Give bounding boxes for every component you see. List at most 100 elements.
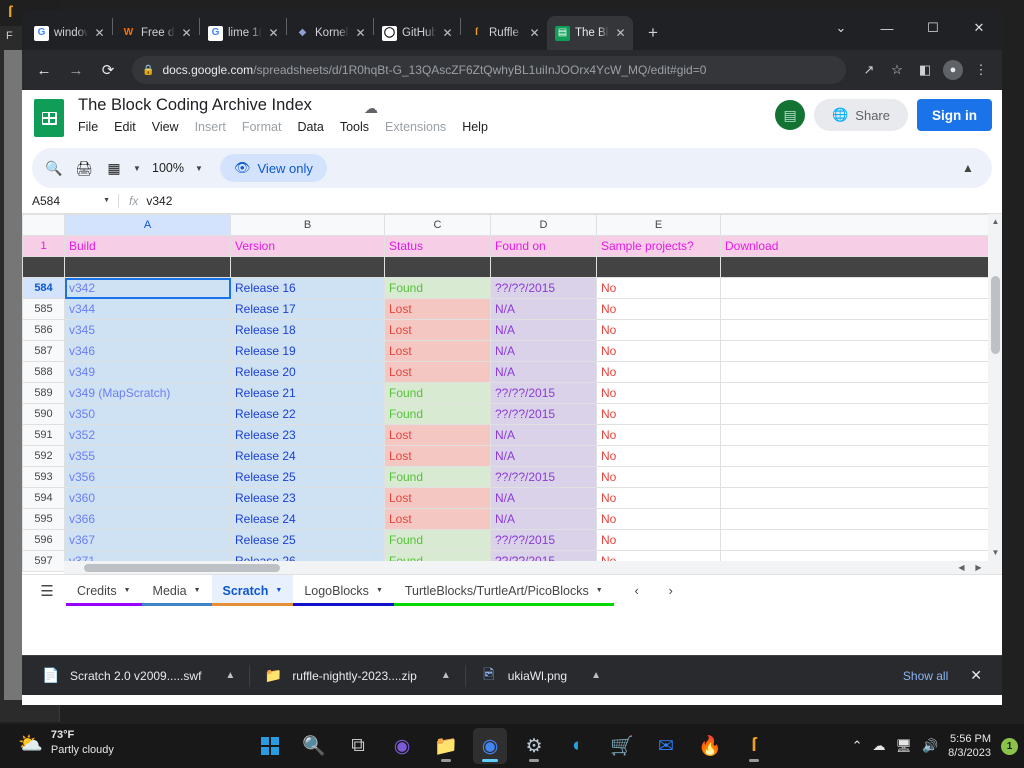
close-icon[interactable]: ✕ xyxy=(442,26,453,40)
chevron-down-icon[interactable]: ▼ xyxy=(123,587,131,594)
cell-F595[interactable] xyxy=(720,508,1002,530)
cell-D2[interactable] xyxy=(490,256,597,278)
menu-edit[interactable]: Edit xyxy=(114,120,136,134)
chevron-up-icon[interactable]: ▲ xyxy=(440,670,451,681)
chevron-down-icon[interactable]: ▼ xyxy=(375,587,383,594)
row-header[interactable]: 1 xyxy=(22,235,65,257)
cell-F588[interactable] xyxy=(720,361,1002,383)
taskbar-clock[interactable]: 5:56 PM 8/3/2023 xyxy=(948,732,991,760)
cell-B595[interactable]: Release 24 xyxy=(230,508,385,530)
row-header[interactable]: 594 xyxy=(22,487,65,509)
cell-C1[interactable]: Status xyxy=(384,235,491,257)
scroll-down-icon[interactable]: ▼ xyxy=(991,548,1000,557)
next-sheet-icon[interactable]: › xyxy=(668,583,673,598)
cell-A595[interactable]: v366 xyxy=(64,508,231,530)
close-downloads-bar-icon[interactable]: ✕ xyxy=(970,667,982,683)
cell-B596[interactable]: Release 25 xyxy=(230,529,385,551)
cell-E596[interactable]: No xyxy=(596,529,721,551)
cell-E595[interactable]: No xyxy=(596,508,721,530)
cell-D586[interactable]: N/A xyxy=(490,319,597,341)
side-panel-icon[interactable]: ◧ xyxy=(918,62,932,77)
cell-C585[interactable]: Lost xyxy=(384,298,491,320)
cell-F586[interactable] xyxy=(720,319,1002,341)
network-icon[interactable]: ☁ xyxy=(872,738,886,753)
cell-E1[interactable]: Sample projects? xyxy=(596,235,721,257)
cell-A589[interactable]: v349 (MapScratch) xyxy=(64,382,231,404)
document-title[interactable]: The Block Coding Archive Index xyxy=(78,96,312,114)
cell-A592[interactable]: v355 xyxy=(64,445,231,467)
close-icon[interactable]: ✕ xyxy=(615,26,626,40)
cell-C586[interactable]: Lost xyxy=(384,319,491,341)
close-button[interactable]: ✕ xyxy=(973,20,985,35)
cell-F1[interactable]: Download xyxy=(720,235,1002,257)
row-header[interactable]: 590 xyxy=(22,403,65,425)
cell-D594[interactable]: N/A xyxy=(490,487,597,509)
sheet-tab-turtleblocks[interactable]: TurtleBlocks/TurtleArt/PicoBlocks ▼ xyxy=(393,575,614,606)
browser-tab-3[interactable]: ◆ Kornel ✕ xyxy=(287,16,373,50)
row-header[interactable]: 593 xyxy=(22,466,65,488)
cell-A586[interactable]: v345 xyxy=(64,319,231,341)
cell-C593[interactable]: Found xyxy=(384,466,491,488)
cell-F593[interactable] xyxy=(720,466,1002,488)
cell-A587[interactable]: v346 xyxy=(64,340,231,362)
bookmark-star-icon[interactable]: ☆ xyxy=(891,62,903,77)
cell-B1[interactable]: Version xyxy=(230,235,385,257)
close-icon[interactable]: ✕ xyxy=(94,26,105,40)
chevron-down-icon[interactable]: ▼ xyxy=(133,163,141,173)
sheet-tab-credits[interactable]: Credits ▼ xyxy=(66,575,142,606)
cell-A584[interactable]: v342 xyxy=(64,277,231,299)
cell-B592[interactable]: Release 24 xyxy=(230,445,385,467)
cell-C595[interactable]: Lost xyxy=(384,508,491,530)
browser-tab-0[interactable]: G window ✕ xyxy=(26,16,112,50)
row-header[interactable]: 589 xyxy=(22,382,65,404)
row-header[interactable]: 592 xyxy=(22,445,65,467)
browser-tab-1[interactable]: W Free do ✕ xyxy=(113,16,199,50)
browser-tab-6-active[interactable]: ▤ The Blo ✕ xyxy=(547,16,633,50)
minimize-button[interactable]: — xyxy=(880,20,894,36)
horizontal-scrollbar[interactable] xyxy=(64,561,988,574)
lock-icon[interactable]: 🔒 xyxy=(142,64,155,76)
cell-C596[interactable]: Found xyxy=(384,529,491,551)
hamburger-icon[interactable]: ☰ xyxy=(40,582,54,600)
cell-E586[interactable]: No xyxy=(596,319,721,341)
cell-E2[interactable] xyxy=(596,256,721,278)
firefox-icon[interactable]: 🔥 xyxy=(698,736,722,757)
settings-icon[interactable]: ⚙ xyxy=(517,728,551,764)
taskbar-weather-widget[interactable]: ⛅ 73°F Partly cloudy xyxy=(18,728,114,758)
show-all-downloads-button[interactable]: Show all xyxy=(902,668,949,683)
cell-E593[interactable]: No xyxy=(596,466,721,488)
task-view-icon[interactable]: ⧉ xyxy=(351,735,365,756)
start-button[interactable] xyxy=(253,728,287,764)
background-window-menu-label[interactable]: F xyxy=(6,30,13,42)
cell-E590[interactable]: No xyxy=(596,403,721,425)
horizontal-scroll-thumb[interactable] xyxy=(84,564,280,572)
menu-data[interactable]: Data xyxy=(297,120,324,134)
ruffle-icon[interactable]: ſ xyxy=(737,728,771,764)
column-header-f[interactable] xyxy=(720,214,1002,236)
spreadsheet-grid[interactable]: A B C D E 1 Build Version Status Found on Sam… xyxy=(22,214,1002,574)
cell-C584[interactable]: Found xyxy=(384,277,491,299)
file-explorer-icon[interactable]: 📁 xyxy=(429,728,463,764)
microsoft-store-icon[interactable]: 🛒 xyxy=(610,736,634,757)
name-box[interactable]: A584 ▼ xyxy=(22,194,118,208)
close-icon[interactable]: ✕ xyxy=(529,26,540,40)
scroll-left-icon[interactable]: ◀ xyxy=(958,563,965,572)
row-header[interactable]: 597 xyxy=(22,550,65,572)
cell-A588[interactable]: v349 xyxy=(64,361,231,383)
cell-A2[interactable] xyxy=(64,256,231,278)
cell-D590[interactable]: ??/??/2015 xyxy=(490,403,597,425)
cell-D592[interactable]: N/A xyxy=(490,445,597,467)
cell-B587[interactable]: Release 19 xyxy=(230,340,385,362)
cell-E584[interactable]: No xyxy=(596,277,721,299)
cell-A591[interactable]: v352 xyxy=(64,424,231,446)
cell-A590[interactable]: v350 xyxy=(64,403,231,425)
edge-icon[interactable]: ◐ xyxy=(572,735,584,756)
borders-icon[interactable]: ▦ xyxy=(107,159,121,176)
cell-F585[interactable] xyxy=(720,298,1002,320)
cell-B586[interactable]: Release 18 xyxy=(230,319,385,341)
cell-F592[interactable] xyxy=(720,445,1002,467)
search-icon[interactable]: 🔍 xyxy=(302,736,326,757)
close-icon[interactable]: ✕ xyxy=(355,26,366,40)
cell-F589[interactable] xyxy=(720,382,1002,404)
new-tab-button[interactable]: + xyxy=(648,23,658,42)
